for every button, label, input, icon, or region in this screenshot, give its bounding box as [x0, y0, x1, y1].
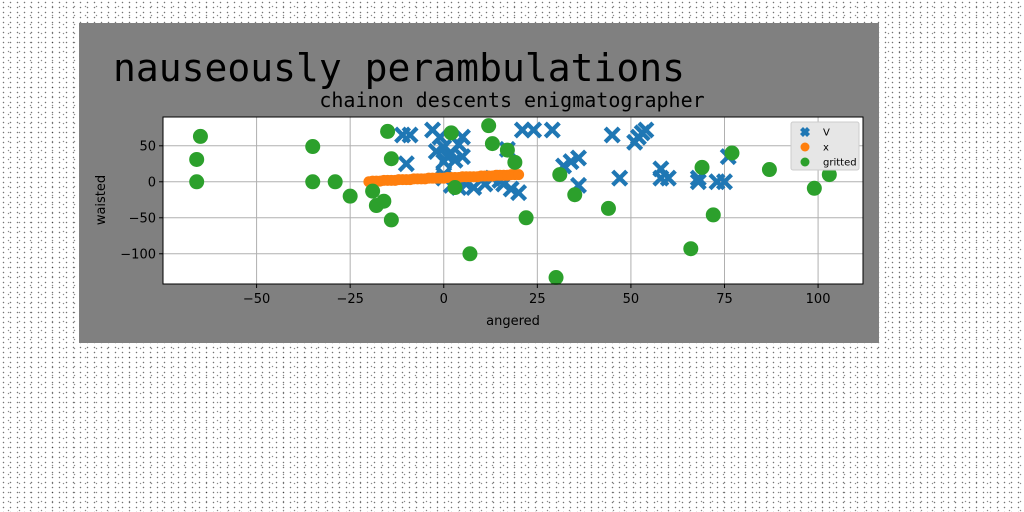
- data-point: [365, 183, 381, 199]
- data-point: [552, 167, 568, 183]
- x-tick-label: 75: [716, 292, 733, 307]
- data-point: [465, 179, 483, 197]
- data-point: [806, 180, 822, 196]
- data-point: [453, 148, 471, 166]
- x-tick-label: 50: [623, 292, 640, 307]
- data-point: [376, 193, 392, 209]
- data-point: [600, 200, 616, 216]
- data-point: [518, 210, 534, 226]
- y-tick-label: −100: [120, 247, 156, 262]
- data-point: [189, 151, 205, 167]
- data-point: [611, 169, 629, 187]
- data-point: [327, 174, 343, 190]
- data-point: [447, 180, 463, 196]
- data-point: [724, 145, 740, 161]
- data-point: [462, 246, 478, 262]
- data-point: [380, 123, 396, 139]
- x-tick-label: 100: [806, 292, 831, 307]
- data-point: [715, 173, 733, 191]
- figure-suptitle: nauseously perambulations: [113, 46, 685, 90]
- y-tick-label: −50: [129, 211, 156, 226]
- data-point: [401, 126, 419, 144]
- x-tick-label: −25: [336, 292, 363, 307]
- x-tick-label: 25: [529, 292, 546, 307]
- data-point: [637, 121, 655, 139]
- axis-ticks: −50 −25 0 25 50 75 100 50 0 −50 −100: [120, 139, 830, 307]
- data-point: [659, 169, 677, 187]
- legend-marker: [800, 157, 810, 167]
- data-point: [481, 118, 497, 134]
- data-point: [383, 151, 399, 167]
- data-point: [543, 121, 561, 139]
- data-point: [525, 121, 543, 139]
- data-point: [305, 139, 321, 155]
- data-point: [548, 270, 564, 286]
- data-point: [189, 174, 205, 190]
- data-point: [603, 126, 621, 144]
- data-point: [484, 136, 500, 152]
- legend: Vx gritted: [790, 121, 860, 171]
- data-point: [513, 169, 525, 181]
- x-tick-label: −50: [243, 292, 270, 307]
- x-axis-label: angered: [486, 314, 540, 329]
- legend-label: x: [823, 143, 829, 154]
- chart-svg: chainon descents enigmatographer −50 −25 0…: [94, 88, 864, 329]
- data-point: [510, 184, 528, 202]
- data-point: [443, 125, 459, 141]
- legend-label: gritted: [823, 158, 857, 169]
- legend-label: V: [823, 128, 830, 139]
- data-point: [683, 241, 699, 257]
- legend-marker: [800, 127, 810, 137]
- axes-title: chainon descents enigmatographer: [319, 88, 704, 112]
- data-point: [694, 159, 710, 175]
- series-gritted: [189, 118, 837, 286]
- y-tick-label: 0: [148, 175, 156, 190]
- data-point: [305, 174, 321, 190]
- data-point: [507, 154, 523, 170]
- data-point: [821, 167, 837, 183]
- data-point: [192, 128, 208, 144]
- data-point: [383, 212, 399, 228]
- data-point: [689, 173, 707, 191]
- data-point: [342, 188, 358, 204]
- data-marks: [189, 118, 837, 286]
- data-point: [570, 149, 588, 167]
- data-point: [705, 207, 721, 223]
- legend-marker: [800, 142, 810, 152]
- data-point: [761, 162, 777, 178]
- data-point: [499, 142, 515, 158]
- data-point: [397, 155, 415, 173]
- y-axis-label: waisted: [94, 175, 109, 225]
- x-tick-label: 0: [440, 292, 448, 307]
- data-point: [567, 187, 583, 203]
- y-tick-label: 50: [139, 139, 156, 154]
- plot-frame: [162, 116, 864, 285]
- chart-figure: nauseously perambulations chainon descen…: [79, 23, 879, 343]
- series-x: [363, 169, 525, 188]
